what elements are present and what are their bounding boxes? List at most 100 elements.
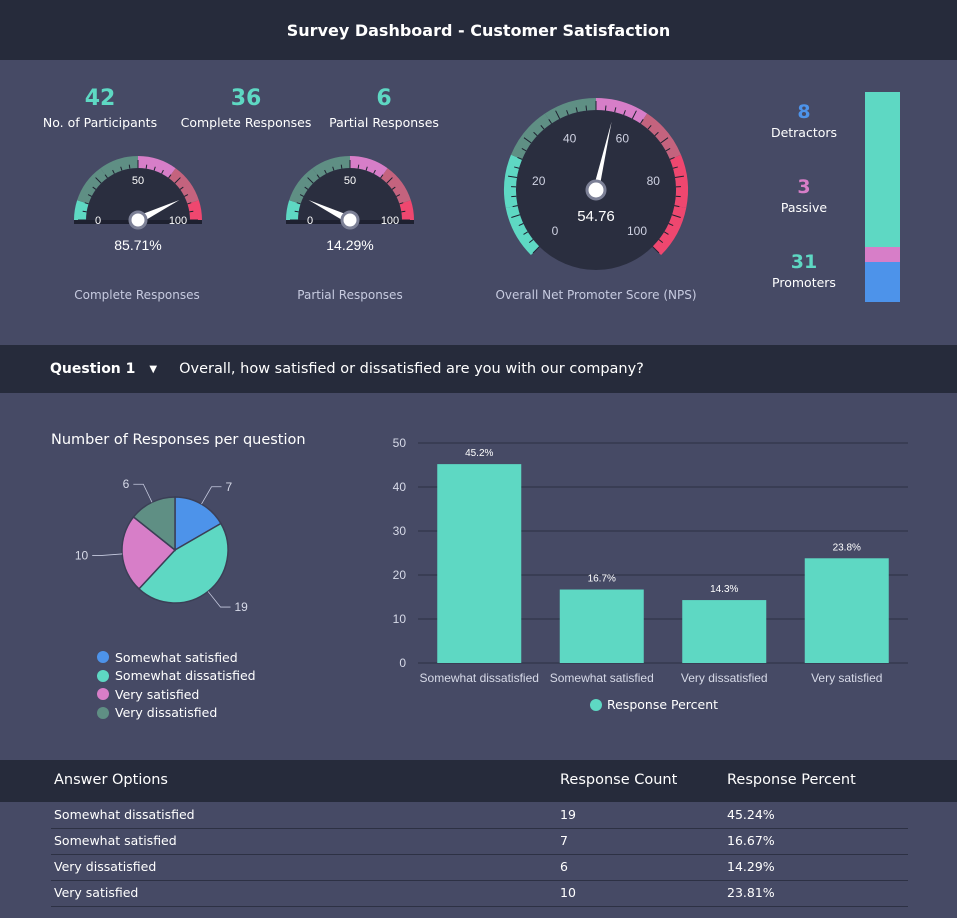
bar-data-label: 16.7% [588, 574, 616, 585]
legend-label: Somewhat dissatisfied [115, 668, 256, 684]
gauge-tick [640, 119, 644, 124]
gauge-tick [95, 177, 102, 184]
gauge-value: 85.71% [114, 237, 161, 253]
gauge-tick-label: 100 [627, 224, 647, 238]
kpi-complete: 36 Complete Responses [180, 86, 312, 131]
gauge-tick [671, 214, 681, 218]
legend-item[interactable]: Very satisfied [97, 685, 256, 704]
gauge-tick [669, 157, 675, 160]
legend-item[interactable]: Somewhat dissatisfied [97, 667, 256, 686]
question-selector-label: Question 1 [50, 361, 136, 377]
answer-option-cell: Very satisfied [54, 885, 139, 900]
bar-data-label: 14.3% [710, 584, 738, 595]
legend-swatch [97, 651, 109, 664]
passive-kpi: 3 Passive [754, 176, 854, 216]
gauge-tick [523, 231, 529, 235]
passive-value: 3 [797, 176, 811, 198]
kpi-value: 42 [84, 86, 116, 111]
gauge-tick [365, 166, 368, 171]
gauge-caption-nps: Overall Net Promoter Score (NPS) [495, 288, 697, 302]
table-row: Very satisfied 10 23.81% [51, 880, 908, 907]
bar [804, 558, 889, 663]
gauge-tick [189, 210, 194, 213]
promoters-label: Promoters [772, 275, 836, 290]
page-title: Survey Dashboard - Customer Satisfaction [286, 20, 671, 40]
x-tick-label: Somewhat satisfied [550, 671, 654, 685]
pie-data-label: 6 [123, 477, 130, 491]
gauge-band [511, 113, 552, 160]
gauge-band [77, 168, 108, 204]
gauge-tick [528, 239, 534, 244]
kpi-value: 6 [376, 86, 392, 111]
gauge-tick [373, 169, 376, 174]
gauge-tick [174, 177, 181, 184]
gauge-tick [391, 186, 396, 190]
gauge-tick [340, 164, 343, 169]
gauge-tick [654, 131, 659, 137]
detractors-value: 8 [797, 101, 811, 123]
gauge-band [652, 205, 687, 256]
gauge-tick [179, 186, 184, 190]
gauge-tick [187, 202, 192, 205]
pie-data-label: 7 [226, 480, 233, 494]
gauge-tick [153, 166, 156, 171]
y-tick-label: 20 [393, 568, 407, 582]
gauge-tick [674, 175, 684, 178]
gauge-tick [652, 246, 660, 254]
response-percent-bar-chart: 0 10 20 30 40 50 45.2% Somewhat dissatisfied 16.… [393, 436, 908, 685]
gauge-tick [660, 137, 669, 144]
legend-swatch [97, 669, 109, 682]
bar-legend[interactable]: Response Percent [590, 697, 718, 712]
table-header: Answer Options Response Count Response P… [0, 760, 957, 802]
answer-option-cell: Somewhat dissatisfied [54, 807, 195, 822]
table-row: Somewhat dissatisfied 19 45.24% [51, 802, 908, 829]
legend-swatch [97, 688, 109, 701]
gauge-tick [396, 194, 401, 197]
gauge-band [596, 98, 648, 124]
pie-slice [174, 496, 222, 552]
bar-data-label: 23.8% [833, 542, 861, 553]
promoters-kpi: 31 Promoters [754, 251, 854, 291]
gauge-tick [508, 175, 518, 178]
gauge-tick-label: 50 [132, 175, 144, 187]
gauge-tick [665, 148, 671, 152]
legend-item[interactable]: Somewhat satisfied [97, 648, 256, 667]
gauge-tick [647, 125, 652, 130]
legend-item[interactable]: Very dissatisfied [97, 704, 256, 723]
gauge-tick [92, 186, 97, 190]
column-header: Answer Options [54, 772, 168, 788]
gauge-value: 14.29% [326, 237, 373, 253]
y-tick-label: 50 [393, 436, 407, 450]
gauge-tick [548, 119, 552, 124]
gauge-tick [523, 137, 532, 144]
kpi-label: Partial Responses [329, 115, 439, 130]
pie-legend: Somewhat satisfied Somewhat dissatisfied… [97, 648, 256, 722]
gauge-tick [161, 169, 164, 174]
dashboard-header: Survey Dashboard - Customer Satisfaction [0, 0, 957, 60]
gauge-tick-label: 80 [647, 174, 661, 188]
gauge-tick-label: 40 [563, 131, 577, 145]
kpi-label: Complete Responses [180, 115, 312, 130]
gauge-tick [518, 223, 524, 227]
caret-down-icon[interactable]: ▼ [149, 363, 158, 375]
legend-label: Somewhat satisfied [115, 649, 238, 665]
pie-slice [137, 522, 229, 604]
responses-pie-chart: 7 19 10 6 [75, 477, 248, 614]
question-selector[interactable]: Question 1 ▼ [50, 361, 157, 377]
pie-leader-line [133, 483, 153, 503]
detractors-segment [865, 261, 900, 302]
gauge-tick [555, 110, 561, 119]
gauge-tick [585, 105, 588, 111]
gauge-caption-complete: Complete Responses [74, 288, 200, 302]
response-percent-cell: 14.29% [727, 859, 775, 874]
pie-chart-title: Number of Responses per question [51, 432, 306, 448]
answer-option-cell: Somewhat satisfied [54, 833, 177, 848]
x-tick-label: Very dissatisfied [681, 671, 768, 685]
pie-leader-line [201, 486, 222, 505]
gauge-value: 54.76 [577, 208, 615, 225]
gauge-tick [304, 186, 309, 190]
gauge-tick [663, 231, 669, 235]
question-text: Overall, how satisfied or dissatisfied a… [179, 361, 644, 377]
partial-responses-gauge: 0 50 100 14.29% [286, 156, 414, 253]
response-percent-cell: 45.24% [727, 807, 775, 822]
